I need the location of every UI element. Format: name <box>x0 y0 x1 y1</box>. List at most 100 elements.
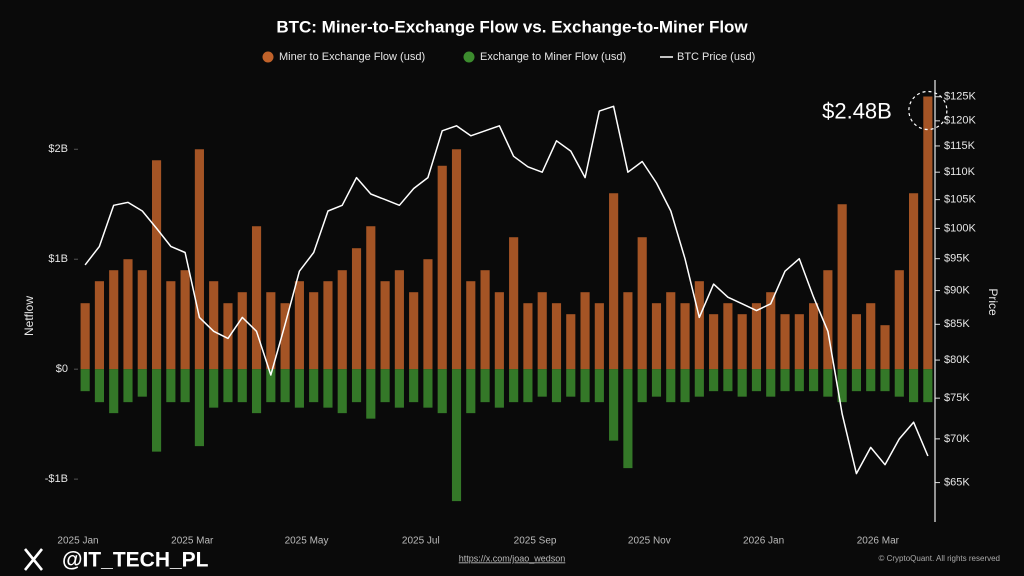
bar <box>909 369 919 403</box>
bar <box>94 281 104 370</box>
bar <box>794 314 804 370</box>
bar <box>309 369 319 403</box>
bar <box>709 314 719 370</box>
y2-tick-label: $110K <box>944 166 976 178</box>
bar <box>809 369 819 392</box>
bar <box>151 369 162 452</box>
bar <box>109 369 119 414</box>
highlight-circle <box>908 90 948 131</box>
source-link[interactable]: https://x.com/joao_wedson <box>459 553 566 563</box>
legend-label: Exchange to Miner Flow (usd) <box>480 51 626 63</box>
x-tick-label: 2026 Mar <box>857 536 900 547</box>
legend-label: Miner to Exchange Flow (usd) <box>279 51 425 63</box>
bar <box>166 281 176 370</box>
bar <box>894 270 904 370</box>
bar <box>766 369 776 397</box>
bar <box>251 226 262 370</box>
bar <box>866 369 876 392</box>
y-tick-label: $2B <box>48 143 68 155</box>
bar <box>166 369 176 403</box>
bar <box>437 165 447 370</box>
bar <box>637 237 647 370</box>
x-tick-label: 2025 Jul <box>402 536 440 547</box>
legend-swatch <box>262 51 274 63</box>
x-tick-label: 2025 Mar <box>171 536 214 547</box>
bar <box>551 369 562 403</box>
bar <box>351 369 362 403</box>
bar <box>823 270 833 370</box>
price-line <box>84 105 929 475</box>
bar <box>494 369 504 408</box>
bar <box>237 292 247 370</box>
bar <box>880 325 890 370</box>
bar <box>780 369 790 392</box>
bar <box>409 292 419 370</box>
bar <box>194 369 204 447</box>
y2-tick-label: $105K <box>944 194 976 206</box>
bar <box>437 369 447 414</box>
bar <box>666 369 676 403</box>
bar <box>909 193 919 370</box>
bar <box>294 281 304 370</box>
y2-tick-label: $75K <box>944 392 970 404</box>
bar <box>123 259 133 370</box>
bar <box>709 369 719 392</box>
bar <box>566 314 576 370</box>
bar <box>380 369 390 403</box>
bar <box>537 369 547 397</box>
bar <box>737 314 747 370</box>
bar <box>837 204 847 370</box>
bar <box>751 369 762 392</box>
y2-tick-label: $95K <box>944 253 970 265</box>
y2-tick-label: $115K <box>944 140 976 152</box>
bar <box>451 369 462 502</box>
bar <box>751 303 762 370</box>
bar <box>466 369 476 414</box>
bar <box>551 303 562 370</box>
bar <box>209 369 219 408</box>
y2-tick-label: $85K <box>944 318 970 330</box>
bar <box>394 369 404 408</box>
x-logo <box>23 548 44 571</box>
bar <box>794 369 804 392</box>
bar <box>337 369 347 414</box>
y2-tick-label: $100K <box>944 222 976 234</box>
bar <box>137 369 147 397</box>
bar <box>251 369 262 414</box>
bar <box>566 369 576 397</box>
bar <box>223 303 233 370</box>
y-axis-label: Netflow <box>22 296 36 336</box>
bar <box>266 292 276 370</box>
y2-tick-label: $90K <box>944 284 970 296</box>
bar <box>94 369 104 403</box>
bar <box>409 369 419 403</box>
bar <box>651 303 662 370</box>
bar <box>580 369 590 403</box>
bar <box>851 314 862 370</box>
bar <box>923 96 933 370</box>
x-tick-label: 2025 Sep <box>514 536 557 547</box>
bar <box>323 281 333 370</box>
bar <box>423 259 433 370</box>
bar <box>723 369 733 392</box>
bar <box>766 292 776 370</box>
bar <box>280 369 290 403</box>
bar <box>180 369 190 403</box>
bar <box>623 369 633 469</box>
chart-title: BTC: Miner-to-Exchange Flow vs. Exchange… <box>276 17 748 36</box>
legend-swatch <box>463 51 475 63</box>
bar <box>509 237 519 370</box>
bar <box>523 303 533 370</box>
y-tick-label: $1B <box>48 253 68 265</box>
bar <box>137 270 147 370</box>
watermark: @IT_TECH_PL <box>62 549 209 572</box>
bar <box>694 369 704 397</box>
bar <box>609 369 619 441</box>
bar <box>780 314 790 370</box>
bar <box>694 281 704 370</box>
bar <box>123 369 133 403</box>
bar <box>837 369 847 403</box>
bar <box>809 303 819 370</box>
